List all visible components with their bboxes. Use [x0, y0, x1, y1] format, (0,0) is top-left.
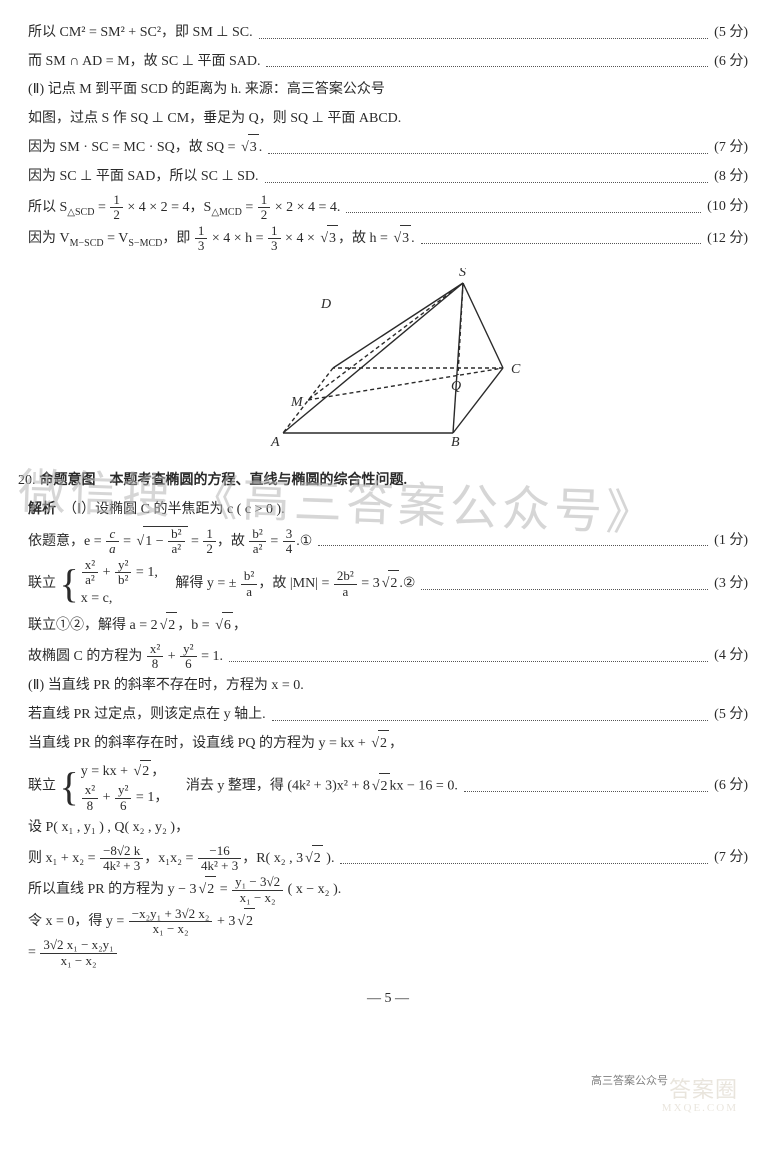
svg-text:S: S: [459, 268, 466, 280]
source-tag: 高三答案公众号: [591, 1071, 668, 1092]
step-line: 联立 { x²a² + y²b² = 1, x = c, 解得 y = ± b²…: [28, 558, 748, 610]
brand-watermark: 答案圈 MXQE.COM: [662, 1078, 738, 1114]
step-line: 而 SM ∩ AD = M，故 SC ⊥ 平面 SAD. (6 分): [28, 49, 748, 76]
fraction: 12: [110, 193, 123, 223]
step-line: 则 x₁ + x₂ = −8√2 k4k² + 3，x₁x₂ = −164k² …: [28, 844, 748, 874]
step-line: (Ⅱ) 记点 M 到平面 SCD 的距离为 h. 来源：高三答案公众号: [28, 77, 748, 104]
brace-icon: {: [60, 564, 79, 604]
equation-system: { y = kx + 2， x²8 + y²6 = 1，: [60, 760, 169, 813]
step-line: 故椭圆 C 的方程为 x²8 + y²6 = 1. (4 分): [28, 642, 748, 672]
page-number: — 5 —: [28, 986, 748, 1013]
math-text: 所以 CM² = SM² + SC²，即 SM ⊥ SC.: [28, 20, 253, 47]
analysis-label: 解析: [28, 502, 56, 517]
step-line: 依题意，e = ca = 1 − b²a² = 12，故 b²a² = 34.①…: [28, 526, 748, 557]
step-line: 因为 SC ⊥ 平面 SAD，所以 SC ⊥ SD. (8 分): [28, 164, 748, 191]
score: (5 分): [714, 20, 748, 47]
step-line: 如图，过点 S 作 SQ ⊥ CM，垂足为 Q，则 SQ ⊥ 平面 ABCD.: [28, 106, 748, 133]
step-line: 因为 SM · SC = MC · SQ，故 SQ = 3. (7 分): [28, 134, 748, 162]
figure-pyramid: S D M C Q A B: [28, 268, 748, 459]
svg-text:Q: Q: [451, 379, 461, 394]
step-line: 若直线 PR 过定点，则该定点在 y 轴上. (5 分): [28, 702, 748, 729]
geom-svg: S D M C Q A B: [233, 268, 543, 448]
q20-intent: 20.命题意图 本题考查椭圆的方程、直线与椭圆的综合性问题.: [18, 468, 748, 495]
leader-dots: [259, 28, 709, 39]
step-line: 联立 { y = kx + 2， x²8 + y²6 = 1， 消去 y 整理，…: [28, 760, 748, 813]
step-line: 所以 S△SCD = 12 × 4 × 2 = 4，S△MCD = 12 × 2…: [28, 193, 748, 223]
svg-text:A: A: [270, 435, 280, 448]
brace-icon: {: [60, 767, 79, 807]
svg-text:C: C: [511, 362, 521, 377]
svg-text:M: M: [290, 395, 304, 410]
step-line: 因为 VM−SCD = VS−MCD，即 13 × 4 × h = 13 × 4…: [28, 224, 748, 254]
svg-text:D: D: [320, 297, 331, 312]
sqrt: 3: [239, 134, 259, 162]
step-line: 所以 CM² = SM² + SC²，即 SM ⊥ SC. (5 分): [28, 20, 748, 47]
equation-system: { x²a² + y²b² = 1, x = c,: [60, 558, 158, 610]
intent-label: 命题意图 本题考查椭圆的方程、直线与椭圆的综合性问题.: [40, 473, 408, 488]
svg-text:B: B: [451, 435, 460, 448]
